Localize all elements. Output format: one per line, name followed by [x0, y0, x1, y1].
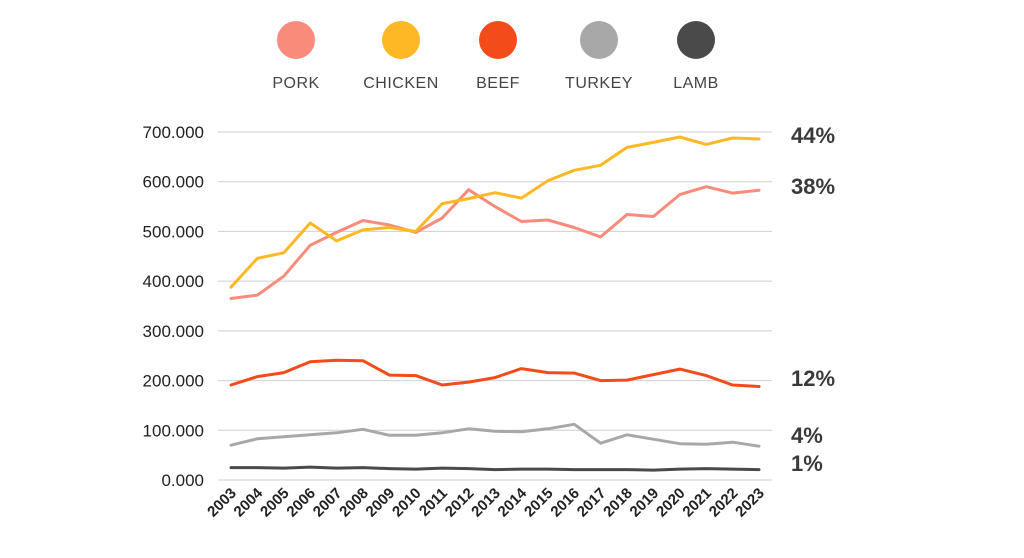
y-axis-ticks: 0.000 100.000 200.000 300.000 400.000 500.000…: [143, 123, 204, 490]
series-line-beef: [229, 358, 761, 388]
x-tick-label: 2011: [416, 485, 451, 520]
series-line-lamb: [229, 465, 761, 472]
legend-swatch-beef: [479, 21, 517, 59]
x-tick-label: 2004: [231, 484, 267, 520]
x-tick-label: 2008: [336, 485, 372, 521]
x-tick-label: 2006: [283, 485, 319, 521]
x-tick-label: 2012: [442, 485, 478, 521]
x-axis-ticks: 2003200420052006200720082009201020112012…: [204, 484, 768, 520]
series-line-pork: [229, 185, 761, 300]
y-tick-label: 600.000: [143, 173, 204, 192]
share-label-turkey: 4%: [791, 423, 823, 448]
share-label-chicken: 44%: [791, 123, 835, 148]
x-tick-label: 2015: [521, 485, 557, 521]
gridlines: [218, 131, 772, 481]
x-tick-label: 2007: [310, 485, 346, 521]
share-labels: 38% 44% 12% 4% 1%: [791, 123, 835, 476]
y-tick-label: 500.000: [143, 222, 204, 241]
x-tick-label: 2022: [706, 485, 742, 521]
x-tick-label: 2021: [679, 485, 715, 521]
series-line-chicken: [229, 135, 761, 289]
legend-swatch-chicken: [382, 21, 420, 59]
share-label-lamb: 1%: [791, 451, 823, 476]
y-tick-label: 300.000: [143, 322, 204, 341]
legend-swatch-lamb: [677, 21, 715, 59]
x-tick-label: 2003: [204, 485, 240, 521]
legend-label-chicken: CHICKEN: [363, 75, 439, 92]
y-tick-label: 200.000: [143, 372, 204, 391]
share-label-beef: 12%: [791, 366, 835, 391]
legend-swatch-turkey: [580, 21, 618, 59]
x-tick-label: 2020: [653, 485, 689, 521]
legend-label-turkey: TURKEY: [565, 75, 633, 92]
x-tick-label: 2013: [468, 485, 504, 521]
x-tick-label: 2010: [389, 485, 425, 521]
y-tick-label: 100.000: [143, 421, 204, 440]
x-tick-label: 2009: [363, 485, 399, 521]
y-tick-label: 0.000: [161, 471, 204, 490]
series-lines: [229, 135, 761, 472]
share-label-pork: 38%: [791, 174, 835, 199]
x-tick-label: 2023: [732, 485, 768, 521]
legend-label-lamb: LAMB: [673, 75, 719, 92]
x-tick-label: 2017: [574, 485, 610, 521]
x-tick-label: 2016: [547, 485, 583, 521]
y-tick-label: 400.000: [143, 272, 204, 291]
x-tick-label: 2018: [600, 485, 636, 521]
legend-label-beef: BEEF: [476, 75, 520, 92]
legend-label-pork: PORK: [272, 75, 319, 92]
legend: PORK CHICKEN BEEF TURKEY LAMB: [272, 21, 718, 92]
y-tick-label: 700.000: [143, 123, 204, 142]
x-tick-label: 2014: [495, 484, 531, 520]
x-tick-label: 2005: [257, 485, 293, 521]
series-line-turkey: [229, 422, 761, 448]
legend-swatch-pork: [277, 21, 315, 59]
x-tick-label: 2019: [627, 485, 663, 521]
